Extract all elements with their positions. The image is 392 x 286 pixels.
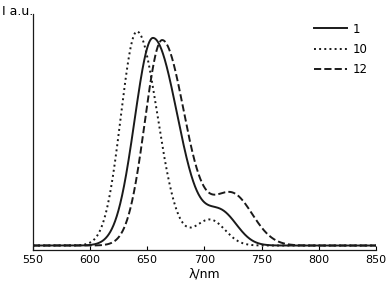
1	[93, 243, 98, 246]
Text: I a.u.: I a.u.	[2, 5, 33, 18]
12	[31, 244, 35, 247]
1	[151, 36, 155, 40]
12	[162, 39, 166, 42]
1	[287, 244, 291, 247]
1	[254, 241, 258, 244]
10	[31, 244, 35, 247]
1	[162, 55, 166, 59]
12	[312, 244, 317, 247]
12	[254, 218, 258, 221]
10	[312, 244, 317, 247]
10	[134, 30, 139, 33]
10	[93, 237, 98, 240]
12	[236, 194, 241, 198]
10	[236, 240, 241, 243]
1	[31, 244, 35, 247]
12	[160, 38, 165, 42]
X-axis label: λ/nm: λ/nm	[189, 267, 220, 281]
Line: 1: 1	[33, 38, 376, 245]
12	[93, 244, 98, 247]
1	[236, 226, 241, 229]
10	[287, 244, 291, 247]
10	[374, 244, 378, 247]
12	[287, 243, 291, 246]
1	[374, 244, 378, 247]
10	[254, 244, 258, 247]
10	[162, 154, 166, 157]
Line: 12: 12	[33, 40, 376, 245]
Line: 10: 10	[33, 31, 376, 245]
12	[374, 244, 378, 247]
1	[312, 244, 317, 247]
Legend: 1, 10, 12: 1, 10, 12	[311, 20, 370, 78]
